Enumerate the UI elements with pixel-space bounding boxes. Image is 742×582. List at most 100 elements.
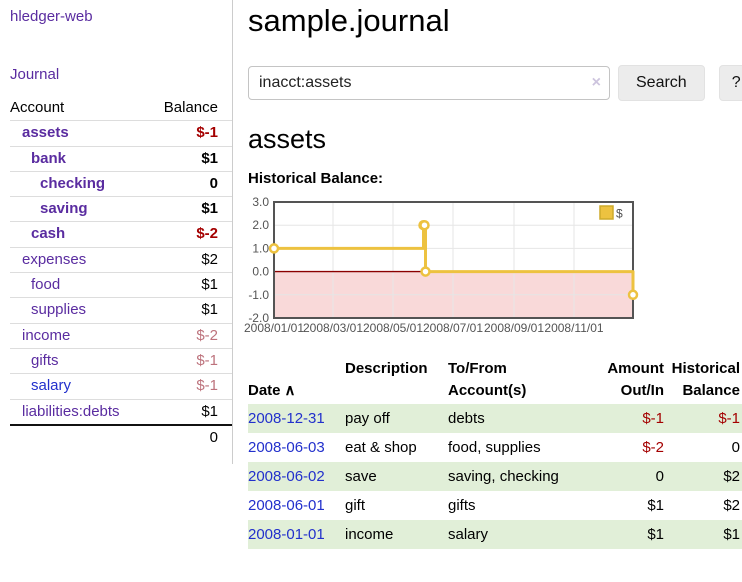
svg-text:0.0: 0.0 bbox=[252, 265, 269, 279]
account-balance: $1 bbox=[201, 301, 218, 319]
account-link[interactable]: income bbox=[22, 326, 71, 344]
sidebar-item-journal[interactable]: Journal bbox=[10, 66, 60, 83]
accounts-col-account: Account bbox=[10, 99, 65, 116]
svg-text:2.0: 2.0 bbox=[252, 218, 269, 232]
register-row: 2008-01-01 income salary $1 $1 bbox=[248, 519, 742, 549]
historical-balance-chart: $3.0 2.0 1.0 0.0 -1.0 -2.0 2008/01/01 2008/03/0… bbox=[244, 194, 742, 336]
account-link[interactable]: saving bbox=[40, 200, 88, 218]
account-link[interactable]: supplies bbox=[31, 301, 87, 319]
svg-text:2008/07/01: 2008/07/01 bbox=[423, 321, 483, 335]
account-row: supplies $1 bbox=[10, 297, 232, 323]
svg-text:-1.0: -1.0 bbox=[248, 288, 269, 302]
svg-text:3.0: 3.0 bbox=[252, 195, 269, 209]
register-col-description: Description bbox=[345, 360, 428, 378]
search-button[interactable]: Search bbox=[618, 65, 705, 102]
account-balance: $2 bbox=[201, 250, 218, 268]
register-col-balance: Historical Balance bbox=[671, 360, 740, 399]
sidebar: hledger-web Journal Account Balance asse… bbox=[0, 0, 233, 465]
account-balance: $1 bbox=[201, 149, 218, 167]
transaction-accounts: gifts bbox=[448, 496, 476, 514]
help-button[interactable]: ? bbox=[718, 65, 742, 102]
accounts-total-value: 0 bbox=[209, 428, 218, 446]
register-row: 2008-06-02 save saving, checking 0 $2 bbox=[248, 461, 742, 491]
chart-title: Historical Balance: bbox=[248, 170, 384, 188]
sort-ascending-icon: ∧ bbox=[284, 381, 296, 399]
transaction-amount: $1 bbox=[647, 525, 664, 543]
svg-text:1.0: 1.0 bbox=[252, 242, 269, 256]
account-row: saving $1 bbox=[10, 196, 232, 222]
account-row: income $-2 bbox=[10, 323, 232, 348]
app-window: hledger-web Journal Account Balance asse… bbox=[0, 0, 742, 549]
transaction-date-link[interactable]: 2008-06-02 bbox=[248, 467, 325, 485]
transaction-date-link[interactable]: 2008-12-31 bbox=[248, 409, 325, 427]
transaction-description: eat & shop bbox=[345, 438, 417, 456]
account-link[interactable]: bank bbox=[31, 149, 67, 167]
accounts-rows: assets $-1 bank $1 checking 0 saving $1 … bbox=[10, 120, 232, 425]
transaction-accounts: debts bbox=[448, 409, 485, 427]
clear-search-icon[interactable]: × bbox=[591, 74, 601, 92]
transaction-balance: $-1 bbox=[718, 409, 740, 427]
account-balance: 0 bbox=[209, 174, 218, 192]
transaction-balance: $1 bbox=[723, 525, 740, 543]
transaction-amount: 0 bbox=[655, 467, 664, 485]
transaction-description: save bbox=[345, 467, 377, 485]
account-row: food $1 bbox=[10, 272, 232, 298]
svg-text:2008/11/01: 2008/11/01 bbox=[544, 321, 603, 335]
transaction-amount: $-2 bbox=[642, 438, 664, 456]
register-col-date[interactable]: Date ∧ bbox=[248, 356, 345, 404]
chart-svg: $3.0 2.0 1.0 0.0 -1.0 -2.02008/01/012008/03/0… bbox=[244, 195, 639, 335]
account-link[interactable]: gifts bbox=[31, 351, 59, 369]
account-row: gifts $-1 bbox=[10, 348, 232, 373]
account-link[interactable]: checking bbox=[40, 174, 106, 192]
account-balance: $-2 bbox=[196, 225, 218, 243]
app-title-link[interactable]: hledger-web bbox=[10, 8, 93, 25]
account-link[interactable]: cash bbox=[31, 225, 66, 243]
account-balance: $1 bbox=[201, 200, 218, 218]
transaction-description: pay off bbox=[345, 409, 390, 427]
register-row: 2008-12-31 pay off debts $-1 $-1 bbox=[248, 403, 742, 433]
accounts-header-row: Account Balance bbox=[10, 96, 232, 121]
account-row: expenses $2 bbox=[10, 247, 232, 272]
account-link[interactable]: salary bbox=[31, 377, 72, 395]
accounts-total-row: 0 bbox=[10, 424, 232, 450]
transaction-date-link[interactable]: 2008-01-01 bbox=[248, 525, 325, 543]
register-rows: 2008-12-31 pay off debts $-1 $-1 2008-06… bbox=[248, 403, 742, 549]
account-row: assets $-1 bbox=[10, 120, 232, 146]
transaction-date-link[interactable]: 2008-06-03 bbox=[248, 438, 325, 456]
search-input[interactable] bbox=[248, 66, 610, 101]
account-row: salary $-1 bbox=[10, 373, 232, 399]
account-row: bank $1 bbox=[10, 146, 232, 171]
account-link[interactable]: food bbox=[31, 276, 61, 294]
transaction-description: income bbox=[345, 525, 394, 543]
search-box: × bbox=[248, 66, 610, 101]
account-link[interactable]: expenses bbox=[22, 250, 87, 268]
account-balance: $1 bbox=[201, 402, 218, 420]
svg-text:2008/03/01: 2008/03/01 bbox=[303, 321, 363, 335]
account-link[interactable]: liabilities:debts bbox=[22, 402, 120, 420]
register-table: Date ∧ Description To/From Account(s) Amo… bbox=[248, 356, 742, 549]
search-form: × Search ? bbox=[248, 65, 742, 102]
accounts-table: Account Balance assets $-1 bank $1 check… bbox=[10, 96, 232, 450]
register-row: 2008-06-01 gift gifts $1 $2 bbox=[248, 491, 742, 520]
account-balance: $-1 bbox=[196, 377, 218, 395]
account-heading: assets bbox=[248, 124, 327, 155]
svg-text:2008/09/01: 2008/09/01 bbox=[484, 321, 544, 335]
register-header-row: Date ∧ Description To/From Account(s) Amo… bbox=[248, 356, 742, 404]
transaction-balance: $2 bbox=[723, 496, 740, 514]
svg-text:-2.0: -2.0 bbox=[248, 311, 269, 325]
account-row: liabilities:debts $1 bbox=[10, 399, 232, 425]
svg-text:2008/05/01: 2008/05/01 bbox=[363, 321, 423, 335]
account-balance: $-1 bbox=[196, 124, 218, 142]
main-content: sample.journal × Search ? assets Histori… bbox=[233, 0, 742, 549]
transaction-date-link[interactable]: 2008-06-01 bbox=[248, 496, 325, 514]
register-col-accounts: To/From Account(s) bbox=[448, 360, 527, 399]
account-link[interactable]: assets bbox=[22, 124, 69, 142]
transaction-accounts: salary bbox=[448, 525, 489, 543]
page-title: sample.journal bbox=[248, 3, 450, 38]
register-col-amount: Amount Out/In bbox=[607, 360, 664, 399]
transaction-accounts: food, supplies bbox=[448, 438, 541, 456]
account-balance: $1 bbox=[201, 276, 218, 294]
register-row: 2008-06-03 eat & shop food, supplies $-2… bbox=[248, 433, 742, 462]
register-col-date-label: Date bbox=[248, 381, 281, 399]
svg-text:$: $ bbox=[616, 207, 623, 221]
